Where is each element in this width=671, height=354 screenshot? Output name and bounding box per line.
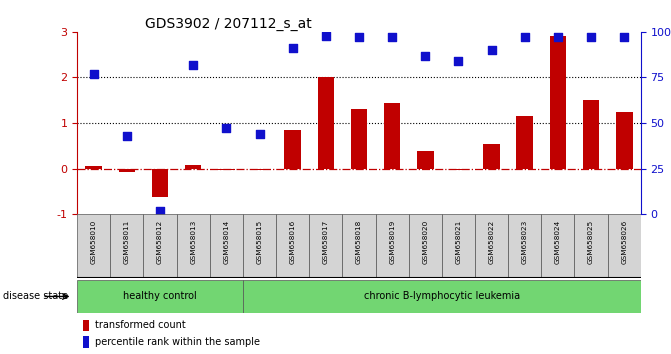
Bar xyxy=(251,169,268,170)
Point xyxy=(519,34,530,40)
Bar xyxy=(152,169,168,197)
Bar xyxy=(517,116,533,169)
Text: GSM658011: GSM658011 xyxy=(124,219,130,263)
Bar xyxy=(176,214,210,278)
Bar xyxy=(483,143,500,169)
Text: GSM658023: GSM658023 xyxy=(522,219,528,263)
Bar xyxy=(276,214,309,278)
Bar xyxy=(77,214,110,278)
Bar xyxy=(110,214,144,278)
Text: percentile rank within the sample: percentile rank within the sample xyxy=(95,337,260,347)
Bar xyxy=(450,169,467,170)
Bar xyxy=(475,214,508,278)
Point xyxy=(254,131,265,137)
Text: GSM658020: GSM658020 xyxy=(422,219,428,263)
Bar xyxy=(83,336,89,348)
Bar xyxy=(317,78,334,169)
Bar xyxy=(376,214,409,278)
Text: GSM658021: GSM658021 xyxy=(456,219,462,263)
Bar xyxy=(616,112,633,169)
Bar xyxy=(243,280,641,313)
Text: GSM658026: GSM658026 xyxy=(621,219,627,263)
Bar xyxy=(85,166,102,169)
Point xyxy=(155,208,166,213)
Bar xyxy=(210,214,243,278)
Text: GSM658010: GSM658010 xyxy=(91,219,97,263)
Text: GSM658012: GSM658012 xyxy=(157,219,163,263)
Bar xyxy=(409,214,442,278)
Bar xyxy=(608,214,641,278)
Point xyxy=(453,58,464,64)
Bar xyxy=(144,214,176,278)
Point xyxy=(486,47,497,53)
Bar xyxy=(351,109,367,169)
Bar xyxy=(550,36,566,169)
Point xyxy=(221,126,231,131)
Bar xyxy=(77,280,243,313)
Bar xyxy=(285,130,301,169)
Text: GSM658019: GSM658019 xyxy=(389,219,395,263)
Point xyxy=(386,34,397,40)
Bar xyxy=(541,214,574,278)
Bar xyxy=(119,169,135,172)
Point xyxy=(354,34,364,40)
Point xyxy=(586,34,597,40)
Text: GSM658016: GSM658016 xyxy=(290,219,296,263)
Text: GSM658022: GSM658022 xyxy=(488,219,495,263)
Bar xyxy=(384,103,401,169)
Point xyxy=(420,53,431,58)
Text: GSM658025: GSM658025 xyxy=(588,219,594,263)
Bar xyxy=(309,214,342,278)
Text: disease state: disease state xyxy=(3,291,68,302)
Bar xyxy=(583,100,599,169)
Point xyxy=(619,34,629,40)
Point xyxy=(89,71,99,76)
Bar xyxy=(243,214,276,278)
Text: GSM658018: GSM658018 xyxy=(356,219,362,263)
Point xyxy=(121,133,132,139)
Text: healthy control: healthy control xyxy=(123,291,197,302)
Bar xyxy=(218,169,235,170)
Bar xyxy=(508,214,541,278)
Point xyxy=(287,45,298,51)
Text: GSM658015: GSM658015 xyxy=(256,219,262,263)
Bar xyxy=(417,151,433,169)
Bar xyxy=(342,214,376,278)
Text: GSM658024: GSM658024 xyxy=(555,219,561,263)
Point xyxy=(188,62,199,68)
Bar xyxy=(83,320,89,331)
Point xyxy=(552,34,563,40)
Text: chronic B-lymphocytic leukemia: chronic B-lymphocytic leukemia xyxy=(364,291,520,302)
Bar xyxy=(185,165,201,169)
Bar xyxy=(442,214,475,278)
Text: GSM658017: GSM658017 xyxy=(323,219,329,263)
Text: transformed count: transformed count xyxy=(95,320,185,330)
Text: GSM658013: GSM658013 xyxy=(190,219,196,263)
Text: GSM658014: GSM658014 xyxy=(223,219,229,263)
Point xyxy=(321,33,331,38)
Text: GDS3902 / 207112_s_at: GDS3902 / 207112_s_at xyxy=(145,17,311,31)
Bar xyxy=(574,214,608,278)
